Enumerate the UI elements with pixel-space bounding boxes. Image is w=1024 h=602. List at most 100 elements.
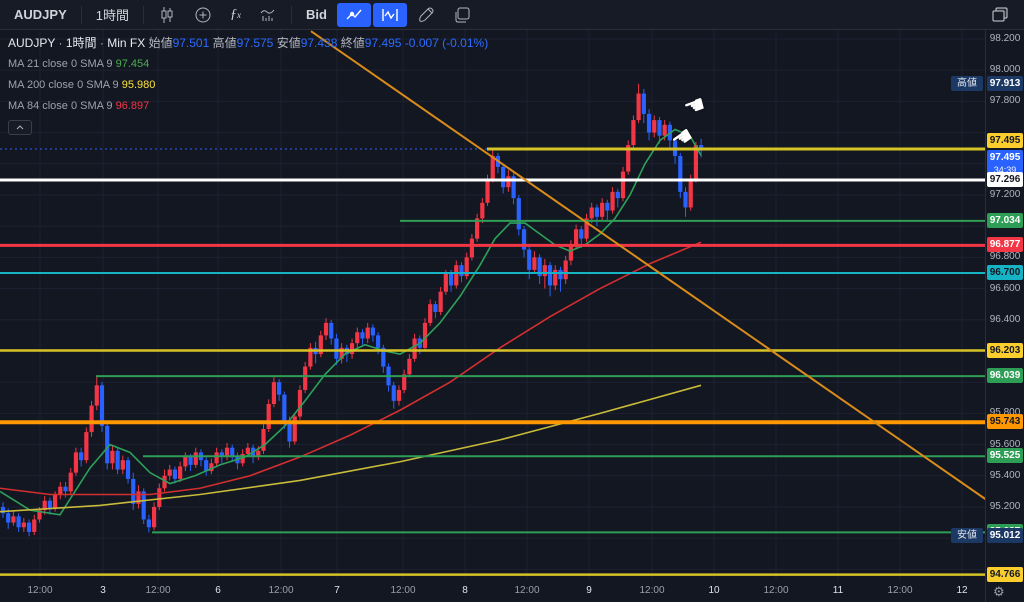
price-tick: 95.400 <box>989 469 1021 481</box>
toolbar-separator <box>80 5 82 24</box>
candle-body <box>105 425 110 464</box>
candlestick-icon[interactable] <box>150 3 184 27</box>
change-value: -0.007 (-0.01%) <box>404 36 489 50</box>
candle-body <box>589 207 594 219</box>
candle-body <box>167 469 172 476</box>
candle-body <box>433 304 438 312</box>
candle-body <box>94 385 99 406</box>
candle-body <box>0 506 6 514</box>
open-label: 始値 <box>148 36 173 50</box>
symbol-legend-row[interactable]: AUDJPY · 1時間 · Min FX 始値97.501 高値97.575 … <box>8 36 489 50</box>
candle-body <box>16 516 21 528</box>
candle-body <box>297 389 303 417</box>
candle-body <box>73 452 79 473</box>
candle-body <box>407 358 412 375</box>
price-badge: 97.495 <box>987 132 1023 148</box>
interval-button[interactable]: 1時間 <box>88 3 137 27</box>
symbol-button[interactable]: AUDJPY <box>6 3 75 27</box>
compare-plus-icon[interactable] <box>186 3 220 27</box>
candle-body <box>376 335 381 348</box>
candle-body <box>464 257 469 277</box>
ma-legend-row[interactable]: MA 200 close 0 SMA 9 95.980 <box>8 79 156 91</box>
price-tick: 95.200 <box>989 500 1021 512</box>
candle-body <box>136 491 141 504</box>
candle-body <box>563 260 568 280</box>
candle-body <box>521 229 527 250</box>
ma200-line[interactable] <box>0 384 702 513</box>
candle-body <box>443 272 448 292</box>
candlestick-chart[interactable] <box>0 30 986 580</box>
price-tick: 95.600 <box>989 438 1021 450</box>
time-tick: 11 <box>832 585 844 596</box>
time-tick: 12:00 <box>145 585 171 596</box>
candle-body <box>162 475 167 489</box>
price-badge: 97.913 <box>987 75 1023 91</box>
candle-body <box>688 179 693 208</box>
candle-body <box>475 218 480 239</box>
candle-body <box>37 510 42 520</box>
brush-icon[interactable] <box>409 3 443 27</box>
candle-body <box>172 469 178 479</box>
legend-collapse-button[interactable] <box>8 120 32 135</box>
candle-body <box>547 265 553 286</box>
price-tick: 98.000 <box>989 64 1021 76</box>
price-tick: 96.400 <box>989 313 1021 325</box>
candle-body <box>506 176 511 188</box>
candle-body <box>329 322 334 339</box>
multi-layout-icon[interactable] <box>982 3 1018 27</box>
indicator-template-icon[interactable] <box>251 3 285 27</box>
ma-legend-row[interactable]: MA 21 close 0 SMA 9 97.454 <box>8 58 150 70</box>
time-tick: 9 <box>586 585 592 596</box>
price-badge: 95.743 <box>987 414 1023 430</box>
candle-body <box>381 347 386 367</box>
chart-pane[interactable]: AUDJPY · 1時間 · Min FX 始値97.501 高値97.575 … <box>0 30 986 580</box>
candle-body <box>448 272 454 286</box>
toolbar-separator <box>290 5 292 24</box>
price-badge: 95.525 <box>987 448 1023 464</box>
candle-body <box>271 382 277 405</box>
time-tick: 12:00 <box>887 585 913 596</box>
ma-legend-row[interactable]: MA 84 close 0 SMA 9 96.897 <box>8 100 150 112</box>
candle-body <box>511 176 516 199</box>
candle-series <box>0 83 704 537</box>
price-tick: 96.800 <box>989 251 1021 263</box>
time-axis[interactable]: ⚙ 12:00 3 12:00 6 12:00 7 12:00 8 12:00 9 12:00 10 1… <box>0 581 1024 602</box>
trendline[interactable] <box>310 30 986 502</box>
candle-body <box>219 452 224 458</box>
candle-body <box>303 366 308 390</box>
settings-gear-icon[interactable]: ⚙ <box>993 584 1005 599</box>
candle-body <box>605 202 610 211</box>
candle-body <box>266 404 271 429</box>
candle-body <box>480 202 485 219</box>
candle-body <box>391 385 396 401</box>
time-tick: 12:00 <box>390 585 416 596</box>
candle-body <box>292 416 297 442</box>
ma84-line[interactable] <box>0 241 702 496</box>
candle-body <box>188 457 193 465</box>
price-badge: 96.203 <box>987 342 1023 358</box>
candle-body <box>355 332 360 344</box>
low-value: 97.438 <box>300 36 338 50</box>
candle-body <box>141 491 146 520</box>
bid-button[interactable]: Bid <box>298 3 335 27</box>
candle-body <box>396 389 402 401</box>
layers-icon[interactable] <box>445 3 479 27</box>
high-value: 97.575 <box>236 36 274 50</box>
candle-body <box>193 452 198 465</box>
candle-body <box>178 466 183 479</box>
range-marker-label: 高値 <box>951 75 983 91</box>
candle-body <box>568 244 573 261</box>
candle-body <box>120 460 125 470</box>
price-axis[interactable]: 98.200 98.000 97.800 97.200 96.800 96.600 96.4… <box>986 30 1024 582</box>
candle-body <box>63 486 68 492</box>
candle-body <box>438 291 443 312</box>
candle-body <box>287 422 292 442</box>
price-badge: 97.296 <box>987 172 1023 187</box>
oscillator-tool-icon[interactable] <box>372 2 407 27</box>
line-tool-icon[interactable] <box>336 2 371 27</box>
candle-body <box>646 113 652 133</box>
candle-body <box>584 218 589 239</box>
